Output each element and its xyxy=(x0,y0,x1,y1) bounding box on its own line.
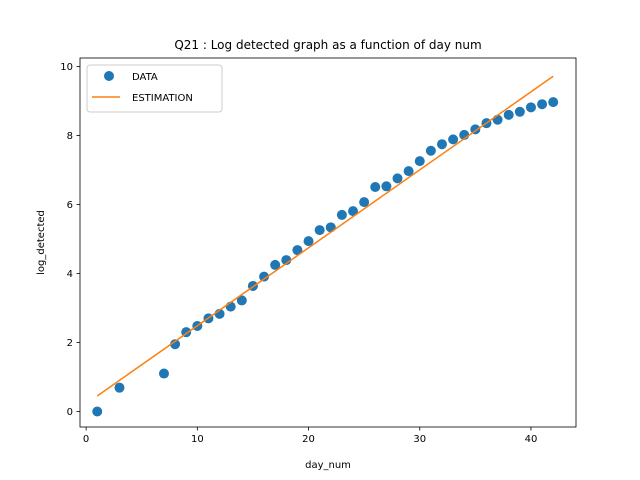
legend-estimation-label: ESTIMATION xyxy=(132,93,193,104)
data-point xyxy=(359,197,370,208)
x-axis-label: day_num xyxy=(305,460,351,471)
data-point xyxy=(259,271,270,282)
data-point xyxy=(537,99,548,110)
data-point xyxy=(158,368,169,379)
data-point xyxy=(236,295,247,306)
data-point xyxy=(348,206,359,217)
data-point xyxy=(548,97,559,108)
plot-content xyxy=(92,75,559,417)
legend-data-marker xyxy=(104,71,114,81)
data-point xyxy=(303,236,314,247)
data-point xyxy=(392,173,403,184)
legend-data-label: DATA xyxy=(132,72,158,83)
data-point xyxy=(336,209,347,220)
data-point xyxy=(525,102,536,113)
data-point xyxy=(170,339,181,350)
chart-title: Q21 : Log detected graph as a function o… xyxy=(174,38,481,52)
y-tick-label: 4 xyxy=(67,269,73,280)
y-axis-ticks: 0 2 4 6 8 10 xyxy=(60,62,80,418)
x-tick-label: 20 xyxy=(302,434,315,445)
data-point xyxy=(292,245,303,256)
plot-frame xyxy=(79,57,577,428)
x-tick-label: 40 xyxy=(525,434,538,445)
data-point xyxy=(492,114,503,125)
data-point xyxy=(514,106,525,117)
data-point xyxy=(403,166,414,177)
y-tick-label: 6 xyxy=(67,200,73,211)
x-tick-label: 10 xyxy=(191,434,204,445)
data-point xyxy=(503,109,514,120)
x-tick-label: 30 xyxy=(413,434,426,445)
y-tick-label: 2 xyxy=(67,338,73,349)
data-point xyxy=(281,255,292,266)
x-axis-ticks: 0 10 20 30 40 xyxy=(83,427,537,445)
y-tick-label: 10 xyxy=(60,62,73,73)
data-point xyxy=(114,382,125,393)
data-point xyxy=(270,259,281,270)
data-point xyxy=(381,181,392,192)
estimation-line xyxy=(96,75,554,397)
data-point xyxy=(370,181,381,192)
data-point xyxy=(436,139,447,150)
y-axis-label: log_detected xyxy=(36,210,47,275)
legend: DATA ESTIMATION xyxy=(86,64,223,113)
data-point xyxy=(325,222,336,233)
data-point xyxy=(314,225,325,236)
data-point xyxy=(414,156,425,167)
y-tick-label: 0 xyxy=(67,407,73,418)
data-point xyxy=(448,134,459,145)
data-point xyxy=(92,406,103,417)
y-tick-label: 8 xyxy=(67,131,73,142)
legend-box xyxy=(86,64,223,113)
x-tick-label: 0 xyxy=(83,434,89,445)
data-point xyxy=(425,145,436,156)
